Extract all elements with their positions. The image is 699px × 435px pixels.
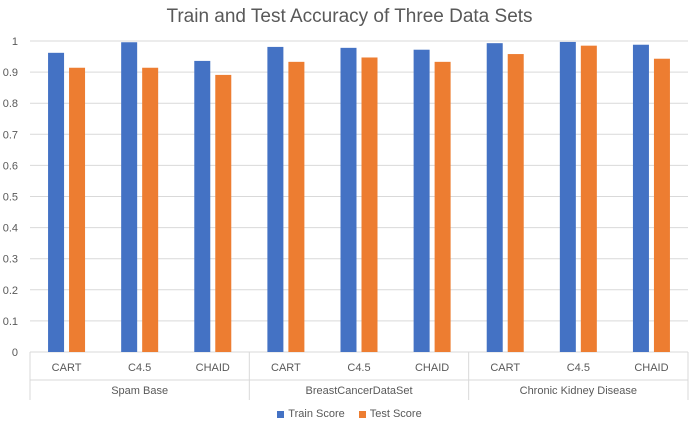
- test-bar-4: [361, 57, 378, 352]
- legend-label-train: Train Score: [288, 408, 345, 420]
- chart-title: Train and Test Accuracy of Three Data Se…: [166, 6, 533, 27]
- test-bar-0: [69, 67, 86, 352]
- legend: Train Score Test Score: [0, 408, 699, 420]
- y-tick-label: 0: [12, 347, 18, 359]
- legend-swatch-test: [358, 410, 366, 418]
- x-tick-label: CHAID: [415, 362, 449, 374]
- train-bar-8: [632, 44, 649, 353]
- legend-label-test: Test Score: [369, 408, 422, 420]
- test-bar-6: [507, 54, 524, 352]
- test-bar-8: [653, 58, 670, 353]
- y-tick-label: 0.7: [3, 129, 18, 141]
- train-bar-3: [267, 46, 284, 353]
- legend-swatch-train: [277, 410, 285, 418]
- test-bar-7: [580, 45, 597, 352]
- train-bar-7: [559, 41, 576, 353]
- test-bar-1: [142, 67, 159, 352]
- x-tick-label: C4.5: [347, 362, 370, 374]
- test-bar-5: [434, 61, 451, 352]
- y-tick-label: 0.9: [3, 67, 18, 79]
- y-tick-label: 0.1: [3, 316, 18, 328]
- y-tick-label: 1: [12, 36, 18, 48]
- train-bar-6: [486, 43, 503, 352]
- train-bar-0: [48, 52, 65, 353]
- legend-item-train: Train Score: [277, 408, 345, 420]
- x-tick-label: CART: [490, 362, 520, 374]
- group-label: BreastCancerDataSet: [306, 385, 413, 397]
- test-bar-3: [288, 61, 305, 352]
- group-label: Spam Base: [111, 385, 168, 397]
- x-tick-label: CART: [52, 362, 82, 374]
- y-tick-label: 0.4: [3, 223, 18, 235]
- y-tick-label: 0.5: [3, 192, 18, 204]
- train-bar-1: [121, 42, 138, 353]
- train-bar-2: [194, 60, 211, 353]
- y-tick-label: 0.6: [3, 160, 18, 172]
- y-tick-label: 0.8: [3, 98, 18, 110]
- train-bar-4: [340, 47, 357, 352]
- y-tick-label: 0.2: [3, 285, 18, 297]
- group-label: Chronic Kidney Disease: [520, 385, 637, 397]
- x-tick-label: C4.5: [567, 362, 590, 374]
- y-tick-label: 0.3: [3, 254, 18, 266]
- x-tick-label: CHAID: [196, 362, 230, 374]
- train-bar-5: [413, 49, 430, 352]
- x-tick-label: CHAID: [634, 362, 668, 374]
- legend-item-test: Test Score: [358, 408, 422, 420]
- x-tick-label: C4.5: [128, 362, 151, 374]
- test-bar-2: [215, 74, 232, 353]
- x-tick-label: CART: [271, 362, 301, 374]
